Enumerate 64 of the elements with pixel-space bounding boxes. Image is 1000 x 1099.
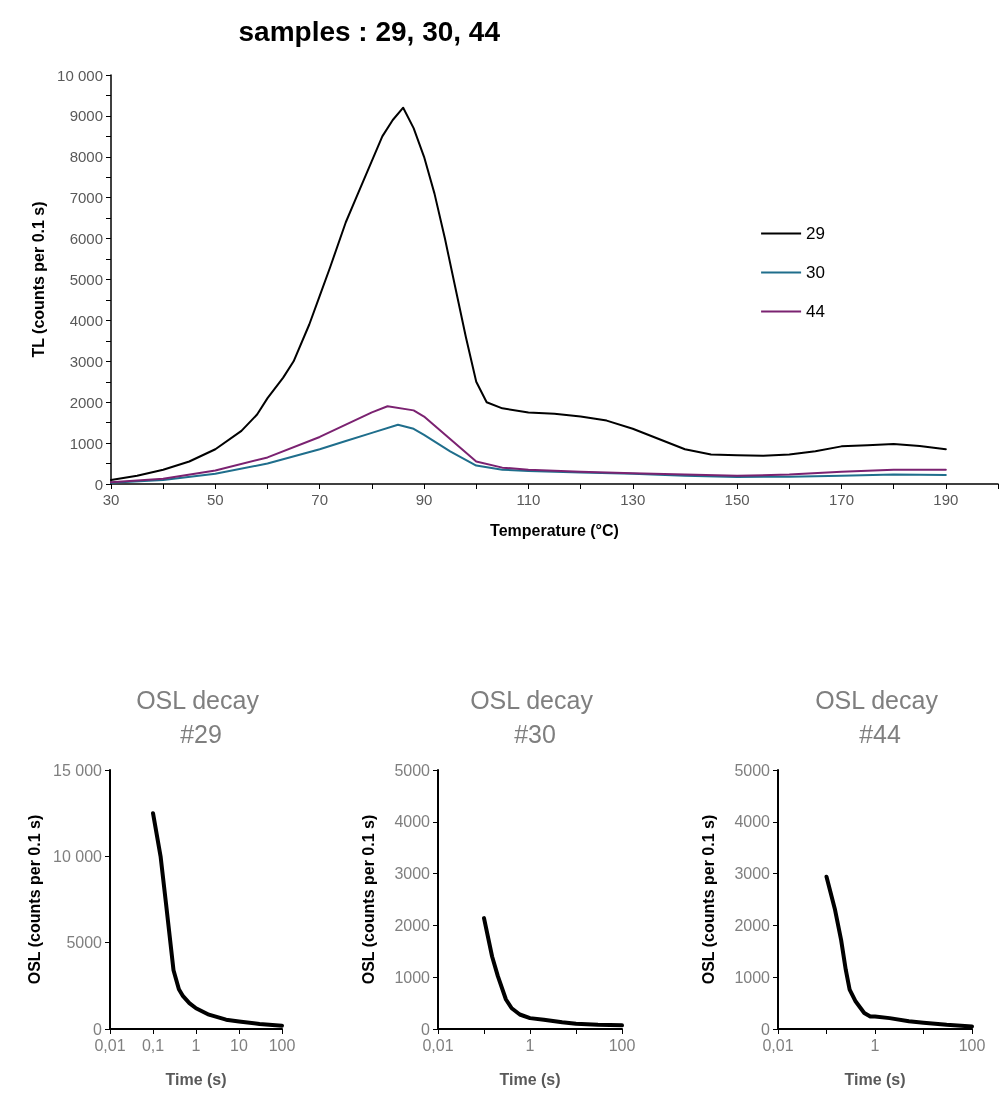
y-tick-label: 15 000 [53,761,103,779]
x-axis-title: Time (s) [844,1070,906,1088]
x-tick-label: 110 [516,491,541,508]
x-tick-label: 0,01 [762,1036,794,1054]
chart-title: OSL decay #30 [470,686,600,748]
y-tick-label: 3000 [69,352,103,370]
x-tick-label: 90 [415,491,433,508]
x-tick-label: 1 [525,1036,535,1054]
legend-label: 29 [806,224,826,243]
y-tick-label: 10 000 [57,66,103,84]
y-tick-label: 10 000 [53,847,103,865]
y-tick-label: 2000 [394,916,431,934]
y-tick-label: 4000 [734,813,771,831]
chart-title: OSL decay #44 [815,686,945,748]
y-tick-label: 0 [93,1020,103,1038]
y-tick-label: 6000 [69,230,103,248]
x-tick-label: 10 [230,1036,248,1054]
y-axis-title: TL (counts per 0.1 s) [29,201,47,358]
x-axis-title: Temperature (°C) [490,521,619,539]
y-tick-label: 8000 [69,148,103,166]
y-tick-label: 3000 [394,865,431,883]
y-tick-label: 0 [94,475,103,493]
y-axis-title: OSL (counts per 0.1 s) [359,814,377,985]
x-tick-label: 50 [207,491,224,508]
y-tick-label: 5000 [69,271,103,288]
line-series [110,405,947,484]
y-tick-label: 0 [421,1020,431,1038]
y-tick-label: 7000 [69,189,103,207]
line-series [110,423,947,484]
y-tick-label: 1000 [394,968,431,986]
chart-title: OSL decay #29 [136,686,266,748]
y-tick-label: 0 [761,1020,771,1038]
x-tick-label: 30 [102,491,120,508]
x-axis-title: Time (s) [499,1070,561,1088]
y-tick-label: 5000 [394,761,431,779]
y-tick-label: 5000 [66,934,103,952]
y-tick-label: 1000 [734,968,771,986]
x-tick-label: 170 [828,491,854,508]
y-tick-label: 2000 [69,393,103,411]
x-tick-label: 190 [933,491,959,508]
x-tick-label: 100 [958,1036,986,1054]
chart-title: samples : 29, 30, 44 [238,15,501,47]
y-tick-label: 1000 [69,434,103,452]
x-tick-label: 0,01 [94,1036,126,1054]
x-tick-label: 150 [724,491,750,508]
legend-label: 30 [806,263,826,282]
y-tick-label: 4000 [394,813,431,831]
y-axis-title: OSL (counts per 0.1 s) [699,814,717,985]
x-axis-title: Time (s) [165,1070,227,1088]
x-tick-label: 100 [268,1036,296,1054]
y-tick-label: 9000 [69,107,103,125]
y-axis-title: OSL (counts per 0.1 s) [25,814,43,985]
x-tick-label: 0,1 [141,1036,165,1054]
x-tick-label: 1 [870,1036,880,1054]
x-tick-label: 130 [620,491,646,508]
y-tick-label: 3000 [734,865,771,883]
y-tick-label: 4000 [69,311,103,329]
legend-label: 44 [806,302,826,321]
y-tick-label: 2000 [734,916,771,934]
x-tick-label: 100 [608,1036,636,1054]
x-tick-label: 0,01 [422,1036,454,1054]
x-tick-label: 1 [191,1036,201,1054]
y-tick-label: 5000 [734,761,771,779]
x-tick-label: 70 [311,491,329,508]
